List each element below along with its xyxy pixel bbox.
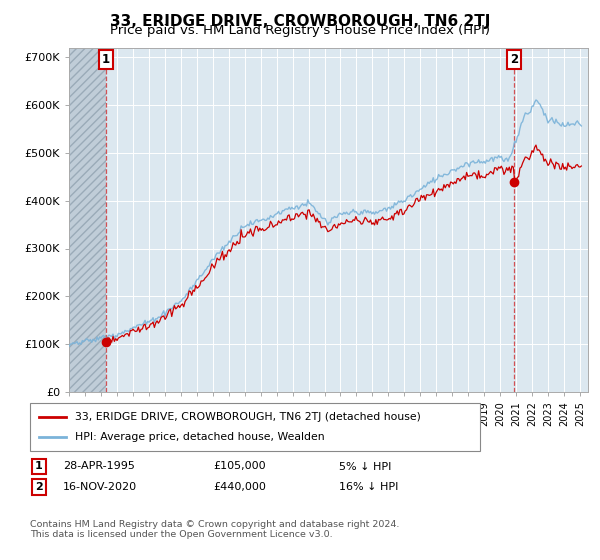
Text: Price paid vs. HM Land Registry's House Price Index (HPI): Price paid vs. HM Land Registry's House … bbox=[110, 24, 490, 37]
Text: 16-NOV-2020: 16-NOV-2020 bbox=[63, 482, 137, 492]
FancyBboxPatch shape bbox=[30, 403, 480, 451]
Text: HPI: Average price, detached house, Wealden: HPI: Average price, detached house, Weal… bbox=[75, 432, 325, 442]
Text: 33, ERIDGE DRIVE, CROWBOROUGH, TN6 2TJ: 33, ERIDGE DRIVE, CROWBOROUGH, TN6 2TJ bbox=[110, 14, 490, 29]
Text: £105,000: £105,000 bbox=[213, 461, 266, 472]
Text: 33, ERIDGE DRIVE, CROWBOROUGH, TN6 2TJ (detached house): 33, ERIDGE DRIVE, CROWBOROUGH, TN6 2TJ (… bbox=[75, 412, 421, 422]
Text: £440,000: £440,000 bbox=[213, 482, 266, 492]
Text: 28-APR-1995: 28-APR-1995 bbox=[63, 461, 135, 472]
Bar bbox=[69, 48, 106, 392]
Text: 2: 2 bbox=[35, 482, 43, 492]
Text: 2: 2 bbox=[510, 53, 518, 66]
Text: 5% ↓ HPI: 5% ↓ HPI bbox=[339, 461, 391, 472]
Text: 1: 1 bbox=[102, 53, 110, 66]
Text: 16% ↓ HPI: 16% ↓ HPI bbox=[339, 482, 398, 492]
Text: 1: 1 bbox=[35, 461, 43, 472]
Text: Contains HM Land Registry data © Crown copyright and database right 2024.
This d: Contains HM Land Registry data © Crown c… bbox=[30, 520, 400, 539]
